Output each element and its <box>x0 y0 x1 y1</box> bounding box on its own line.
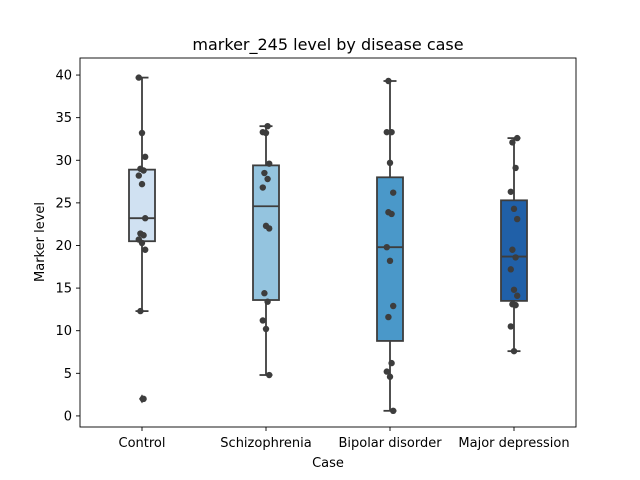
data-point <box>390 407 397 415</box>
data-point <box>385 77 392 85</box>
data-point <box>264 122 271 130</box>
data-point <box>261 290 268 297</box>
data-point <box>383 128 390 136</box>
y-tick-label: 35 <box>55 111 72 126</box>
data-point <box>512 301 519 309</box>
data-point <box>388 210 395 218</box>
data-point <box>140 232 147 239</box>
y-tick-label: 40 <box>55 69 72 84</box>
data-point <box>386 373 394 380</box>
y-tick-label: 30 <box>55 154 72 169</box>
data-point <box>266 371 273 379</box>
data-point <box>507 266 514 273</box>
data-point <box>514 134 521 142</box>
data-point <box>514 215 521 223</box>
data-point <box>510 205 518 213</box>
y-tick-label: 20 <box>55 239 72 254</box>
data-point <box>259 184 266 191</box>
data-point <box>386 159 394 167</box>
axes-frame <box>79 57 577 428</box>
data-point <box>137 307 144 315</box>
data-point <box>383 368 390 375</box>
data-point <box>138 180 146 188</box>
y-tick-label: 15 <box>55 282 72 297</box>
box-iqr <box>252 164 280 301</box>
data-point <box>266 160 273 167</box>
data-point <box>507 323 514 330</box>
data-point <box>135 172 142 179</box>
data-point <box>388 128 395 136</box>
data-point <box>507 188 514 195</box>
x-axis: Control Schizophrenia Bipolar disorder Majo… <box>119 427 570 451</box>
data-point <box>135 74 142 81</box>
y-tick-label: 0 <box>64 409 72 424</box>
x-axis-label: Case <box>312 456 344 471</box>
data-point <box>138 239 146 247</box>
box-iqr <box>128 168 156 243</box>
data-point <box>388 359 395 367</box>
data-point <box>386 257 394 265</box>
data-point <box>262 325 270 333</box>
box-group <box>500 137 528 353</box>
data-point <box>259 317 266 324</box>
y-tick-label: 5 <box>64 367 72 382</box>
data-point <box>510 347 518 355</box>
y-tick-label: 25 <box>55 196 72 211</box>
data-point <box>383 243 390 251</box>
x-tick-label: Control <box>119 436 166 451</box>
data-point <box>390 302 397 310</box>
data-point <box>512 254 519 261</box>
plot-area <box>128 74 528 415</box>
y-tick-label: 10 <box>55 324 72 339</box>
data-point <box>514 292 521 299</box>
data-point <box>385 313 392 321</box>
chart-title: marker_245 level by disease case <box>192 35 463 55</box>
y-axis: 0 5 10 15 20 25 30 35 40 <box>55 69 80 424</box>
data-point <box>509 246 516 253</box>
x-tick-label: Major depression <box>458 436 569 451</box>
data-point <box>261 169 268 177</box>
box-group <box>376 80 404 412</box>
data-point <box>264 175 271 183</box>
data-point <box>264 298 271 305</box>
data-point <box>509 139 516 146</box>
data-point <box>512 164 519 172</box>
data-point <box>266 225 273 232</box>
data-point <box>138 129 146 137</box>
data-point <box>142 215 149 222</box>
box-iqr <box>500 199 528 302</box>
data-point <box>140 395 147 403</box>
y-axis-label: Marker level <box>33 202 48 282</box>
x-tick-label: Bipolar disorder <box>338 436 442 451</box>
data-point <box>510 286 518 293</box>
data-point <box>142 246 149 253</box>
data-point <box>140 167 147 174</box>
x-tick-label: Schizophrenia <box>220 436 311 451</box>
data-point <box>390 189 397 196</box>
data-point <box>142 153 149 161</box>
data-point <box>262 129 270 137</box>
